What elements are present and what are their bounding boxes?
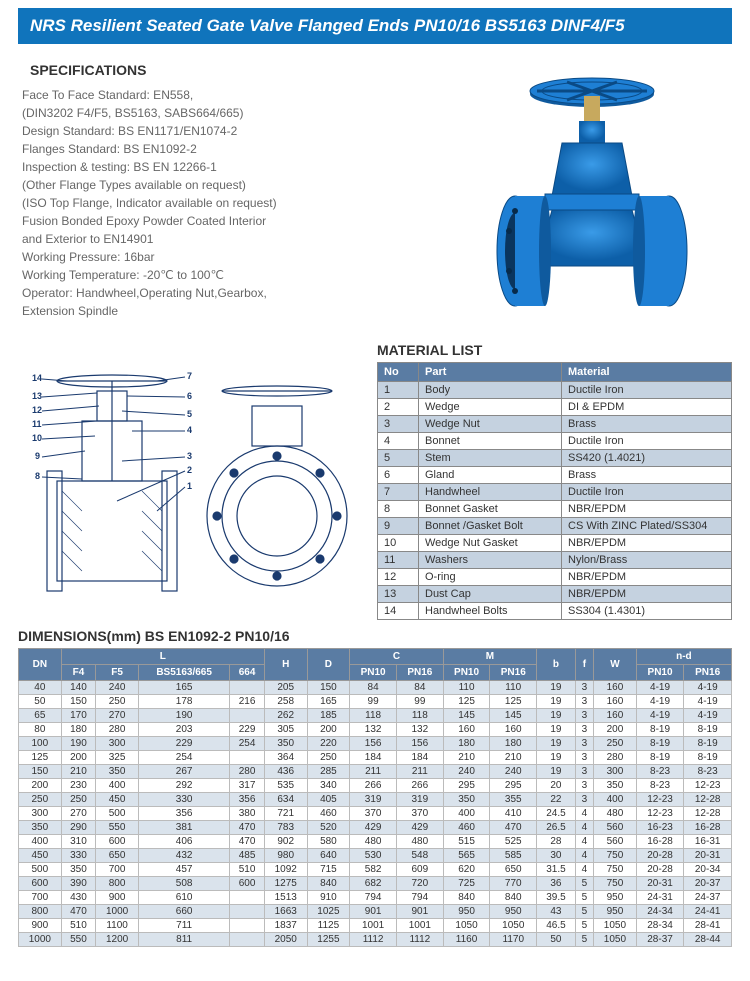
dims-heading: DIMENSIONS(mm) BS EN1092-2 PN10/16 (18, 628, 732, 644)
svg-text:5: 5 (187, 409, 192, 419)
dim-col: D (307, 649, 350, 681)
specs-body: Face To Face Standard: EN558,(DIN3202 F4… (22, 86, 452, 320)
dim-col: M (443, 649, 536, 665)
mat-col: No (378, 363, 419, 382)
svg-text:11: 11 (32, 419, 42, 429)
dim-col: f (575, 649, 593, 681)
table-row: 1252003252543642501841842102101932808-19… (19, 751, 732, 765)
svg-text:7: 7 (187, 371, 192, 381)
valve-rendering-icon (467, 66, 717, 326)
page-title: NRS Resilient Seated Gate Valve Flanged … (18, 8, 732, 44)
table-row: 1502103502672804362852112112402401933008… (19, 765, 732, 779)
table-row: 8Bonnet GasketNBR/EPDM (378, 501, 732, 518)
dim-subcol: PN16 (396, 665, 443, 681)
table-row: 6GlandBrass (378, 467, 732, 484)
svg-text:13: 13 (32, 391, 42, 401)
dim-subcol: BS5163/665 (138, 665, 229, 681)
table-row: 6003908005086001275840682720725770365750… (19, 877, 732, 891)
table-row: 10Wedge Nut GasketNBR/EPDM (378, 535, 732, 552)
spec-line: Inspection & testing: BS EN 12266-1 (22, 158, 452, 176)
table-row: 5StemSS420 (1.4021) (378, 450, 732, 467)
dimensions-table: DNLHDCMbfWn-dF4F5BS5163/665664PN10PN16PN… (18, 648, 732, 947)
dim-col: DN (19, 649, 62, 681)
table-row: 3Wedge NutBrass (378, 416, 732, 433)
spec-line: (DIN3202 F4/F5, BS5163, SABS664/665) (22, 104, 452, 122)
table-row: 900510110071118371125100110011050105046.… (19, 919, 732, 933)
technical-drawing: 14 13 12 11 10 9 8 7 6 5 4 3 2 1 (18, 342, 365, 620)
table-row: 500350700457510109271558260962065031.547… (19, 863, 732, 877)
table-row: 11WashersNylon/Brass (378, 552, 732, 569)
table-row: 651702701902621851181181451451931604-194… (19, 709, 732, 723)
spec-line: Face To Face Standard: EN558, (22, 86, 452, 104)
svg-text:3: 3 (187, 451, 192, 461)
spec-line: and Exterior to EN14901 (22, 230, 452, 248)
dim-subcol: F4 (61, 665, 96, 681)
table-row: 801802802032293052001321321601601932008-… (19, 723, 732, 737)
dim-col: L (61, 649, 264, 665)
table-row: 2002304002923175353402662662952952033508… (19, 779, 732, 793)
table-row: 14Handwheel BoltsSS304 (1.4301) (378, 603, 732, 620)
dim-subcol: F5 (96, 665, 139, 681)
dim-subcol: PN10 (350, 665, 397, 681)
drawing-icon: 14 13 12 11 10 9 8 7 6 5 4 3 2 1 (27, 351, 357, 611)
product-image (452, 56, 732, 336)
dim-subcol: PN16 (490, 665, 537, 681)
dim-col: W (594, 649, 637, 681)
spec-line: Operator: Handwheel,Operating Nut,Gearbo… (22, 284, 452, 302)
material-table: NoPartMaterial 1BodyDuctile Iron2WedgeDI… (377, 362, 732, 620)
spec-line: Design Standard: BS EN1171/EN1074-2 (22, 122, 452, 140)
svg-text:8: 8 (35, 471, 40, 481)
table-row: 1001903002292543502201561561801801932508… (19, 737, 732, 751)
svg-text:1: 1 (187, 481, 192, 491)
dim-subcol: 664 (230, 665, 265, 681)
table-row: 30027050035638072146037037040041024.5448… (19, 807, 732, 821)
svg-text:4: 4 (187, 425, 192, 435)
dim-col: b (537, 649, 576, 681)
specs-heading: SPECIFICATIONS (30, 62, 452, 78)
mat-col: Part (419, 363, 562, 382)
dim-col: n-d (636, 649, 731, 665)
specifications-block: SPECIFICATIONS Face To Face Standard: EN… (18, 56, 452, 336)
table-row: 13Dust CapNBR/EPDM (378, 586, 732, 603)
table-row: 12O-ringNBR/EPDM (378, 569, 732, 586)
table-row: 8004701000660166310259019019509504359502… (19, 905, 732, 919)
mat-col: Material (562, 363, 732, 382)
svg-text:10: 10 (32, 433, 42, 443)
dim-col: C (350, 649, 443, 665)
spec-line: (Other Flange Types available on request… (22, 176, 452, 194)
spec-line: Working Pressure: 16bar (22, 248, 452, 266)
table-row: 35029055038147078352042942946047026.5456… (19, 821, 732, 835)
dimensions-block: DIMENSIONS(mm) BS EN1092-2 PN10/16 DNLHD… (18, 628, 732, 947)
spec-line: Fusion Bonded Epoxy Powder Coated Interi… (22, 212, 452, 230)
svg-text:2: 2 (187, 465, 192, 475)
table-row: 1BodyDuctile Iron (378, 382, 732, 399)
table-row: 2502504503303566344053193193503552234001… (19, 793, 732, 807)
svg-text:12: 12 (32, 405, 42, 415)
svg-text:14: 14 (32, 373, 42, 383)
table-row: 700430900610151391079479484084039.559502… (19, 891, 732, 905)
table-row: 4014024016520515084841101101931604-194-1… (19, 681, 732, 695)
dim-subcol: PN10 (443, 665, 490, 681)
dim-subcol: PN10 (636, 665, 684, 681)
spec-line: Working Temperature: -20℃ to 100℃ (22, 266, 452, 284)
spec-line: (ISO Top Flange, Indicator available on … (22, 194, 452, 212)
dim-col: H (264, 649, 307, 681)
table-row: 5015025017821625816599991251251931604-19… (19, 695, 732, 709)
svg-text:6: 6 (187, 391, 192, 401)
table-row: 4003106004064709025804804805155252845601… (19, 835, 732, 849)
table-row: 7HandwheelDuctile Iron (378, 484, 732, 501)
table-row: 4BonnetDuctile Iron (378, 433, 732, 450)
table-row: 1000550120081120501255111211121160117050… (19, 933, 732, 947)
table-row: 9Bonnet /Gasket BoltCS With ZINC Plated/… (378, 518, 732, 535)
spec-line: Extension Spindle (22, 302, 452, 320)
spec-line: Flanges Standard: BS EN1092-2 (22, 140, 452, 158)
material-list: MATERIAL LIST NoPartMaterial 1BodyDuctil… (377, 342, 732, 620)
table-row: 4503306504324859806405305485655853047502… (19, 849, 732, 863)
table-row: 2WedgeDI & EPDM (378, 399, 732, 416)
dim-subcol: PN16 (684, 665, 732, 681)
material-heading: MATERIAL LIST (377, 342, 732, 358)
svg-text:9: 9 (35, 451, 40, 461)
